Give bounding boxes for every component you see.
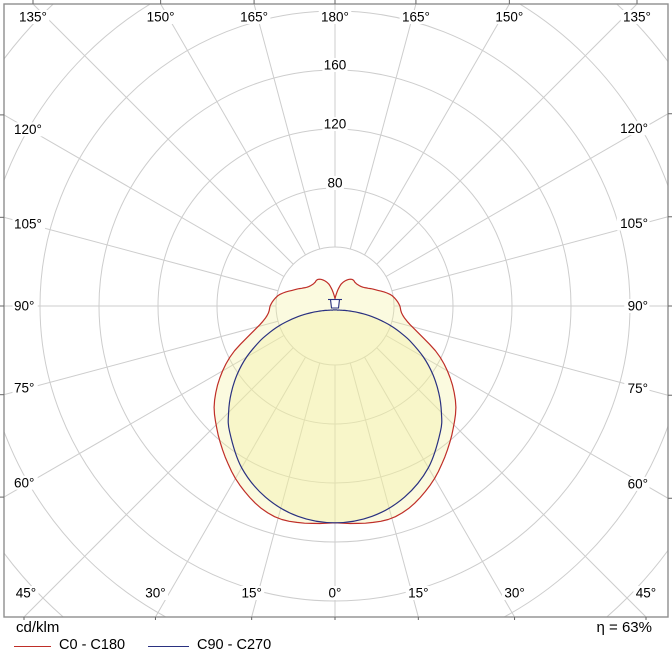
grid-ray bbox=[385, 335, 668, 499]
legend-swatch-c90-c270 bbox=[148, 646, 189, 647]
angle-label: 150° bbox=[147, 10, 175, 25]
angle-label: 45° bbox=[16, 586, 36, 601]
angle-label: 90° bbox=[628, 299, 648, 314]
label-bg bbox=[12, 217, 46, 232]
label-bg bbox=[405, 586, 431, 600]
grid-ray bbox=[349, 4, 417, 250]
legend-swatch-c0-c180 bbox=[14, 646, 51, 647]
label-bg bbox=[12, 475, 38, 490]
chart-legend: C0 - C180 C90 - C270 bbox=[0, 637, 672, 659]
luminaire-symbol bbox=[329, 298, 341, 309]
label-bg bbox=[318, 10, 352, 24]
grid-ray bbox=[23, 347, 294, 617]
grid-ray bbox=[364, 356, 515, 617]
grid-ray bbox=[391, 320, 668, 396]
label-bg bbox=[12, 122, 46, 137]
angle-label: 60° bbox=[628, 477, 648, 492]
grid-ray bbox=[4, 335, 285, 498]
label-bg bbox=[239, 586, 265, 600]
angle-label: 75° bbox=[628, 381, 648, 396]
angle-label: 15° bbox=[241, 586, 261, 601]
radial-value-label: 160 bbox=[324, 58, 347, 73]
label-bg bbox=[13, 586, 39, 600]
radial-value-label: 120 bbox=[324, 117, 347, 132]
grid-ray bbox=[385, 113, 668, 277]
grid-ray bbox=[32, 4, 294, 265]
label-bg bbox=[326, 176, 344, 190]
label-bg bbox=[399, 10, 433, 24]
label-bg bbox=[322, 117, 348, 131]
angle-label: 165° bbox=[240, 10, 268, 25]
curve-c0-c180 bbox=[213, 278, 457, 525]
grid-ray bbox=[349, 362, 419, 617]
label-bg bbox=[633, 586, 659, 600]
curve-c90-c270 bbox=[227, 309, 443, 524]
polar-chart: 80 120 160 0° 15° 15° 30° 30° 45° 45° 60° 60° 75° 75°… bbox=[0, 0, 672, 620]
label-bg bbox=[501, 586, 528, 600]
angle-ticks bbox=[0, 0, 672, 620]
label-bg bbox=[326, 586, 344, 600]
grid-ray bbox=[364, 4, 510, 256]
label-bg bbox=[322, 58, 348, 72]
legend-label-c90-c270: C90 - C270 bbox=[197, 637, 272, 653]
angle-label: 15° bbox=[408, 586, 428, 601]
grid-ray bbox=[4, 216, 279, 292]
label-bg bbox=[493, 10, 526, 24]
angle-label: 30° bbox=[145, 586, 165, 601]
label-bg bbox=[624, 381, 650, 396]
angle-label: 150° bbox=[495, 10, 523, 25]
angle-label: 165° bbox=[402, 10, 430, 25]
angle-label: 135° bbox=[623, 10, 651, 25]
radial-value-label: 80 bbox=[327, 176, 342, 191]
efficiency-value: η = 63% bbox=[596, 619, 652, 636]
angle-label: 120° bbox=[14, 122, 42, 137]
angle-label: 45° bbox=[636, 586, 656, 601]
plot-border bbox=[3, 3, 669, 618]
label-bg bbox=[616, 216, 650, 231]
label-bg bbox=[12, 299, 38, 313]
label-bg bbox=[142, 586, 169, 600]
grid-ray bbox=[376, 4, 638, 265]
grid-ray bbox=[251, 362, 321, 617]
label-bg bbox=[624, 299, 650, 313]
angle-label: 105° bbox=[620, 216, 648, 231]
label-bg bbox=[237, 10, 271, 24]
grid-ray bbox=[4, 320, 279, 396]
label-bg bbox=[616, 121, 650, 136]
angle-label: 90° bbox=[14, 299, 34, 314]
grid-ray bbox=[4, 114, 285, 277]
angle-label: 30° bbox=[504, 586, 524, 601]
grid-ray bbox=[376, 347, 647, 617]
axis-labels: 80 120 160 0° 15° 15° 30° 30° 45° 45° 60° 60° 75° 75°… bbox=[12, 10, 659, 601]
grid-ray bbox=[155, 356, 306, 617]
angle-label: 0° bbox=[329, 586, 342, 601]
label-bg bbox=[144, 10, 177, 24]
angle-label: 105° bbox=[14, 217, 42, 232]
legend-label-c0-c180: C0 - C180 bbox=[59, 637, 126, 653]
angle-label: 180° bbox=[321, 10, 349, 25]
angle-label: 75° bbox=[14, 381, 34, 396]
units-label: cd/klm bbox=[16, 619, 60, 636]
grid-ray bbox=[253, 4, 321, 250]
label-bg bbox=[624, 476, 650, 491]
angle-label: 135° bbox=[19, 10, 47, 25]
angle-label: 120° bbox=[620, 121, 648, 136]
label-bg bbox=[16, 10, 50, 24]
luminaire-marker bbox=[328, 298, 342, 309]
angle-label: 60° bbox=[14, 475, 34, 490]
label-bg bbox=[12, 380, 38, 395]
grid-ray bbox=[160, 4, 306, 256]
label-bg bbox=[620, 10, 654, 24]
